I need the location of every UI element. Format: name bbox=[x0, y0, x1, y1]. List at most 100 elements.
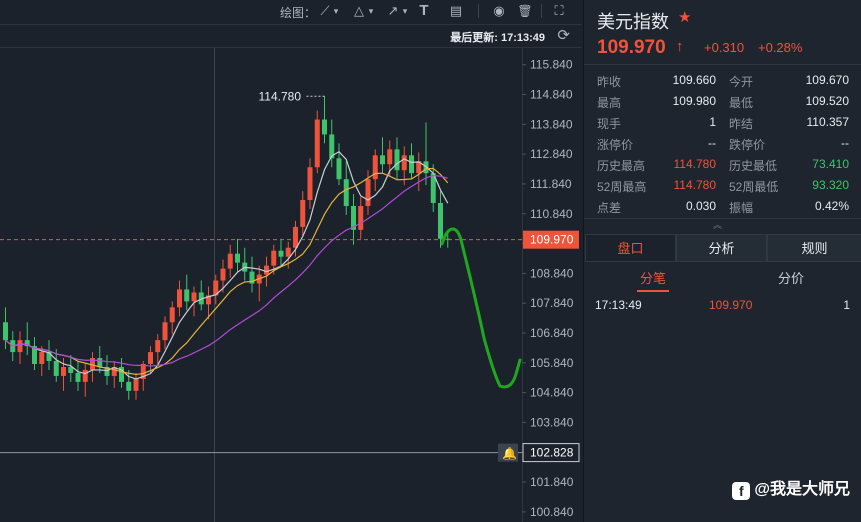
tab-analysis[interactable]: 分析 bbox=[676, 234, 767, 262]
active-tab-underline bbox=[637, 290, 669, 292]
alert-price-tag bbox=[522, 443, 580, 463]
candle-body bbox=[293, 226, 298, 248]
y-tick-label: 107.840 bbox=[530, 296, 574, 310]
collapse-icon[interactable]: ︽ bbox=[713, 220, 723, 230]
candle-body bbox=[358, 206, 364, 230]
y-tick-label: 112.840 bbox=[530, 147, 573, 161]
candle-body bbox=[148, 352, 153, 364]
candle-body bbox=[3, 322, 8, 341]
stat-value: 109.980 bbox=[672, 94, 716, 108]
stat-value: 110.357 bbox=[806, 115, 850, 129]
candle-body bbox=[97, 358, 103, 367]
current-price-tag bbox=[523, 230, 579, 249]
platform-logo-icon: f bbox=[732, 482, 751, 500]
stat-value: 109.670 bbox=[805, 73, 849, 87]
instrument-title: 美元指数 bbox=[597, 12, 669, 32]
max-price-label: 114.780 bbox=[259, 89, 302, 103]
candle-body bbox=[39, 352, 45, 364]
candle-body bbox=[300, 200, 306, 227]
stat-label: 历史最低 bbox=[729, 159, 778, 173]
y-tick-label: 115.840 bbox=[530, 58, 573, 72]
candle-body bbox=[119, 366, 124, 382]
triangle-tool-icon[interactable]: △ bbox=[354, 3, 364, 18]
stats-row: 52周最高 114.780 52周最低 93.320 bbox=[584, 175, 861, 195]
candle-body bbox=[24, 340, 30, 347]
ma20-line bbox=[5, 174, 448, 367]
candle-body bbox=[155, 340, 161, 353]
chevron-down-icon[interactable]: ▾ bbox=[368, 6, 374, 16]
price-chart[interactable]: 115.840 114.840 113.840 112.840 111.840 110.8… bbox=[0, 48, 582, 522]
stat-value: 0.030 bbox=[685, 199, 716, 213]
candle-body bbox=[169, 307, 175, 323]
draw-label: 绘图： bbox=[280, 6, 317, 20]
update-bar: 最后更新: 17:13:49 ⟳ bbox=[0, 25, 582, 48]
y-tick-label: 114.840 bbox=[530, 88, 573, 102]
stat-label: 点差 bbox=[597, 201, 622, 215]
candle-body bbox=[191, 292, 197, 302]
candle-body bbox=[111, 366, 117, 376]
stat-label: 52周最高 bbox=[597, 180, 647, 194]
hand-drawn-arrow bbox=[440, 227, 522, 389]
stat-value: -- bbox=[708, 136, 716, 150]
stat-value: 93.320 bbox=[812, 178, 849, 192]
stats-row: 最高 109.980 最低 109.520 bbox=[584, 91, 861, 111]
line-tool-icon[interactable]: ⟋ bbox=[320, 3, 330, 18]
candle-body bbox=[322, 119, 327, 135]
candle-body bbox=[46, 352, 52, 362]
y-tick-label: 113.840 bbox=[530, 117, 573, 131]
tab-ticks[interactable]: 分笔 bbox=[640, 271, 667, 286]
chart-area[interactable]: 绘图： ⟋ ▾ △ ▾ ↗ ▾ T ▤ ◉ 🗑 ⛶ 最后更新: 17:13:49… bbox=[0, 0, 582, 522]
eye-icon[interactable]: ◉ bbox=[493, 3, 505, 18]
stat-label: 振幅 bbox=[729, 201, 754, 215]
fullscreen-icon[interactable]: ⛶ bbox=[554, 3, 564, 18]
trash-icon[interactable]: 🗑 bbox=[517, 4, 533, 18]
fibonacci-tool-icon[interactable]: ▤ bbox=[449, 3, 463, 18]
drawing-toolbar: 绘图： ⟋ ▾ △ ▾ ↗ ▾ T ▤ ◉ 🗑 ⛶ bbox=[0, 0, 582, 25]
price-change-percent: +0.28% bbox=[758, 40, 803, 55]
candle-body bbox=[126, 381, 132, 391]
stats-row: 点差 0.030 振幅 0.42% bbox=[584, 196, 861, 216]
candle-body bbox=[184, 289, 190, 302]
y-tick-label: 100.840 bbox=[530, 505, 574, 519]
stat-value: 73.410 bbox=[812, 157, 849, 171]
divider bbox=[584, 218, 861, 219]
candle-body bbox=[82, 369, 88, 382]
candle-body bbox=[140, 364, 146, 379]
toolbar-divider bbox=[541, 4, 542, 18]
candle-body bbox=[438, 203, 443, 239]
divider bbox=[584, 64, 861, 65]
candle-body bbox=[329, 134, 335, 159]
tab-price-distribution[interactable]: 分价 bbox=[778, 271, 805, 286]
y-tick-label: 101.840 bbox=[530, 475, 574, 489]
tab-orderbook[interactable]: 盘口 bbox=[585, 234, 676, 262]
stat-value: 114.780 bbox=[673, 178, 717, 192]
candle-body bbox=[264, 265, 269, 275]
stat-label: 52周最低 bbox=[729, 180, 779, 194]
y-tick-label: 105.840 bbox=[530, 356, 574, 370]
chevron-down-icon[interactable]: ▾ bbox=[402, 6, 408, 16]
candle-body bbox=[394, 149, 400, 171]
star-icon[interactable]: ★ bbox=[678, 9, 692, 26]
candle-body bbox=[133, 378, 139, 391]
stat-label: 昨收 bbox=[597, 75, 622, 89]
candle-body bbox=[177, 289, 182, 308]
refresh-icon[interactable]: ⟳ bbox=[557, 27, 570, 44]
up-arrow-icon: ↑ bbox=[676, 38, 684, 55]
candle-body bbox=[401, 155, 407, 171]
arrow-tool-icon[interactable]: ↗ bbox=[387, 3, 399, 18]
stat-label: 现手 bbox=[597, 117, 622, 131]
ma10-line bbox=[5, 167, 449, 376]
current-price-label: 109.970 bbox=[530, 233, 574, 247]
candle-body bbox=[32, 346, 37, 364]
chevron-down-icon[interactable]: ▾ bbox=[333, 6, 339, 16]
stat-value: 109.520 bbox=[805, 94, 849, 108]
stat-value: 1 bbox=[709, 115, 716, 129]
candle-body bbox=[351, 206, 356, 230]
watermark: f @我是大师兄 bbox=[732, 475, 850, 500]
y-tick-label: 108.840 bbox=[530, 266, 574, 280]
stat-label: 历史最高 bbox=[597, 159, 646, 173]
stat-label: 今开 bbox=[729, 75, 754, 89]
text-tool-icon[interactable]: T bbox=[419, 2, 429, 19]
tab-rules[interactable]: 规则 bbox=[767, 234, 861, 262]
last-price: 109.970 bbox=[597, 37, 666, 58]
